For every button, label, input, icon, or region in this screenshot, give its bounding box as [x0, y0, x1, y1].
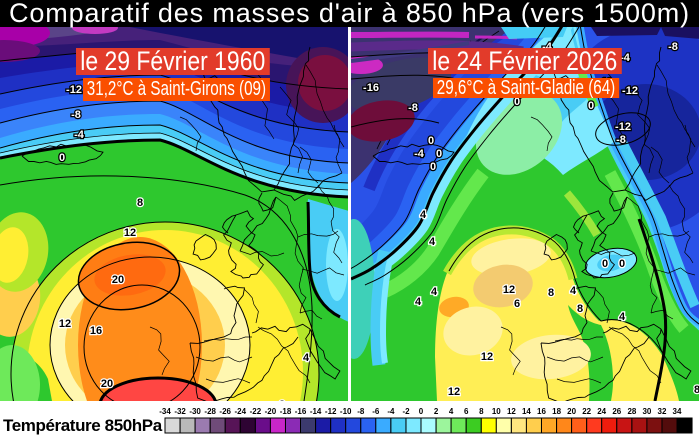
- svg-text:-8: -8: [668, 41, 678, 53]
- svg-text:8: 8: [137, 197, 143, 209]
- svg-text:-10: -10: [340, 407, 352, 416]
- svg-text:4: 4: [449, 407, 454, 416]
- svg-text:-28: -28: [204, 407, 216, 416]
- svg-text:-8: -8: [357, 407, 365, 416]
- svg-text:4: 4: [420, 209, 427, 221]
- svg-text:30: 30: [642, 407, 651, 416]
- svg-text:-8: -8: [408, 102, 418, 114]
- svg-text:20: 20: [112, 274, 124, 286]
- svg-text:-4: -4: [414, 148, 425, 160]
- svg-text:12: 12: [448, 386, 460, 398]
- svg-text:10: 10: [492, 407, 501, 416]
- svg-text:-18: -18: [280, 407, 292, 416]
- svg-text:12: 12: [124, 227, 136, 239]
- svg-text:4: 4: [429, 236, 436, 248]
- svg-text:-20: -20: [265, 407, 277, 416]
- svg-text:0: 0: [588, 100, 594, 112]
- svg-text:6: 6: [514, 298, 520, 310]
- svg-text:8: 8: [577, 303, 583, 315]
- svg-text:-4: -4: [620, 52, 631, 64]
- svg-text:8: 8: [694, 384, 699, 396]
- svg-text:-2: -2: [402, 407, 410, 416]
- svg-text:-8: -8: [616, 134, 626, 146]
- svg-text:0: 0: [428, 135, 434, 147]
- svg-text:34: 34: [673, 407, 682, 416]
- svg-text:12: 12: [503, 284, 515, 296]
- svg-text:8: 8: [548, 287, 554, 299]
- svg-text:0: 0: [619, 258, 625, 270]
- svg-text:0: 0: [59, 152, 65, 164]
- svg-text:4: 4: [303, 352, 310, 364]
- svg-text:22: 22: [582, 407, 591, 416]
- svg-text:0: 0: [602, 258, 608, 270]
- svg-text:4: 4: [619, 311, 626, 323]
- svg-text:-30: -30: [189, 407, 201, 416]
- svg-text:14: 14: [522, 407, 531, 416]
- svg-text:-12: -12: [622, 85, 638, 97]
- svg-text:8: 8: [279, 399, 285, 401]
- svg-text:-16: -16: [295, 407, 307, 416]
- svg-text:-4: -4: [74, 129, 85, 141]
- svg-text:16: 16: [90, 325, 102, 337]
- svg-text:-26: -26: [219, 407, 231, 416]
- svg-text:12: 12: [507, 407, 516, 416]
- svg-text:-16: -16: [363, 82, 379, 94]
- svg-text:-6: -6: [372, 407, 380, 416]
- svg-text:-8: -8: [71, 109, 81, 121]
- svg-text:16: 16: [537, 407, 546, 416]
- svg-text:0: 0: [436, 148, 442, 160]
- svg-text:24: 24: [597, 407, 606, 416]
- svg-text:20: 20: [567, 407, 576, 416]
- svg-text:8: 8: [479, 407, 484, 416]
- svg-text:-34: -34: [159, 407, 171, 416]
- svg-text:0: 0: [430, 161, 436, 173]
- svg-text:18: 18: [552, 407, 561, 416]
- svg-text:-32: -32: [174, 407, 186, 416]
- svg-text:-4: -4: [387, 407, 395, 416]
- svg-text:-12: -12: [615, 121, 631, 133]
- svg-text:12: 12: [481, 351, 493, 363]
- svg-text:20: 20: [101, 378, 113, 390]
- svg-text:-14: -14: [310, 407, 322, 416]
- svg-text:-12: -12: [325, 407, 337, 416]
- svg-text:12: 12: [59, 318, 71, 330]
- svg-text:2: 2: [434, 407, 439, 416]
- svg-text:4: 4: [431, 286, 438, 298]
- svg-text:32: 32: [658, 407, 667, 416]
- svg-text:4: 4: [570, 285, 577, 297]
- svg-text:-12: -12: [66, 84, 82, 96]
- svg-text:0: 0: [419, 407, 424, 416]
- svg-text:26: 26: [612, 407, 621, 416]
- svg-text:28: 28: [627, 407, 636, 416]
- svg-text:-24: -24: [235, 407, 247, 416]
- svg-text:6: 6: [464, 407, 469, 416]
- svg-text:0: 0: [514, 96, 520, 108]
- svg-text:4: 4: [415, 296, 422, 308]
- svg-text:-22: -22: [250, 407, 262, 416]
